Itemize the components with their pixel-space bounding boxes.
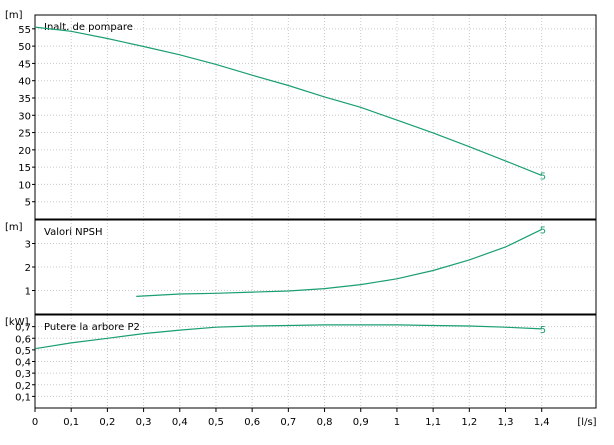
y-unit-label: [m]	[5, 222, 23, 233]
y-tick-label: 40	[18, 77, 31, 88]
panel-title: Inalt. de pompare	[44, 22, 133, 33]
y-tick-label: 3	[25, 240, 31, 251]
x-tick-label: 0,7	[280, 417, 296, 428]
curve-line	[136, 228, 542, 297]
x-tick-label: 0,5	[208, 417, 224, 428]
x-tick-label: 0	[32, 417, 38, 428]
y-tick-label: 25	[18, 129, 31, 140]
x-tick-label: 1,3	[498, 417, 514, 428]
x-tick-label: 1,4	[534, 417, 550, 428]
x-tick-label: 0,6	[244, 417, 260, 428]
y-tick-label: 10	[18, 180, 31, 191]
y-tick-label: 0,4	[15, 358, 31, 369]
y-tick-label: 0,5	[15, 346, 31, 357]
curve-line	[34, 26, 542, 176]
curve-end-label: 5	[540, 325, 546, 336]
y-tick-label: 0,7	[15, 323, 31, 334]
y-tick-label: 0,1	[15, 392, 31, 403]
y-tick-label: 0,2	[15, 381, 31, 392]
y-tick-label: 5	[25, 198, 31, 209]
y-tick-label: 20	[18, 146, 31, 157]
y-tick-label: 1	[25, 287, 31, 298]
y-tick-label: 15	[18, 163, 31, 174]
y-tick-label: 2	[25, 263, 31, 274]
x-tick-label: 0,8	[317, 417, 333, 428]
y-tick-label: 0,3	[15, 369, 31, 380]
x-tick-label: 0,2	[99, 417, 115, 428]
x-tick-label: 1	[394, 417, 400, 428]
x-tick-label: 1,1	[425, 417, 441, 428]
x-tick-label: 0,3	[136, 417, 152, 428]
y-tick-label: 30	[18, 111, 31, 122]
y-tick-label: 0,6	[15, 334, 31, 345]
curve-line	[34, 324, 542, 350]
y-tick-label: 45	[18, 59, 31, 70]
curve-end-label: 5	[540, 171, 546, 182]
curve-end-label: 5	[540, 225, 546, 236]
panel-title: Valori NPSH	[44, 227, 103, 238]
panel-frame	[34, 14, 597, 220]
x-tick-label: 1,2	[461, 417, 477, 428]
y-unit-label: [m]	[5, 10, 23, 21]
x-unit-label: [l/s]	[577, 417, 596, 428]
x-tick-label: 0,4	[172, 417, 188, 428]
y-tick-label: 55	[18, 25, 31, 36]
y-tick-label: 35	[18, 94, 31, 105]
y-unit-label: [kW]	[5, 317, 29, 328]
x-tick-label: 0,1	[63, 417, 79, 428]
x-tick-label: 0,9	[353, 417, 369, 428]
y-tick-label: 50	[18, 42, 31, 53]
panel-title: Putere la arbore P2	[44, 322, 140, 333]
